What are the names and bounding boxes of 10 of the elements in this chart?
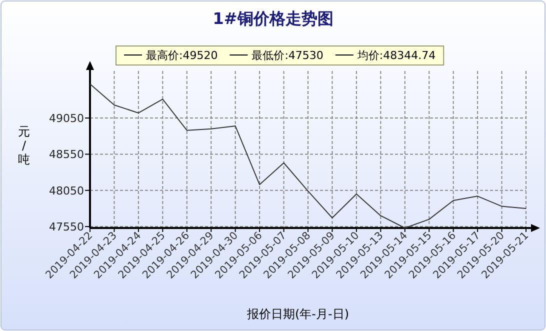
y-axis-title: 元/吨 — [18, 124, 30, 166]
y-tick-label: 48050 — [49, 184, 84, 198]
text: 均价:48344.74 — [356, 49, 436, 62]
y-tick-label: 47550 — [49, 220, 84, 234]
y-tick-label: 49050 — [49, 112, 84, 126]
text: 最高价:49520 — [146, 49, 218, 62]
chart-title: 1#铜价格走势图 — [212, 9, 334, 28]
x-axis-title: 报价日期(年-月-日) — [246, 307, 350, 321]
text: 最低价:47530 — [252, 49, 324, 62]
y-tick-label: 48550 — [49, 148, 84, 162]
